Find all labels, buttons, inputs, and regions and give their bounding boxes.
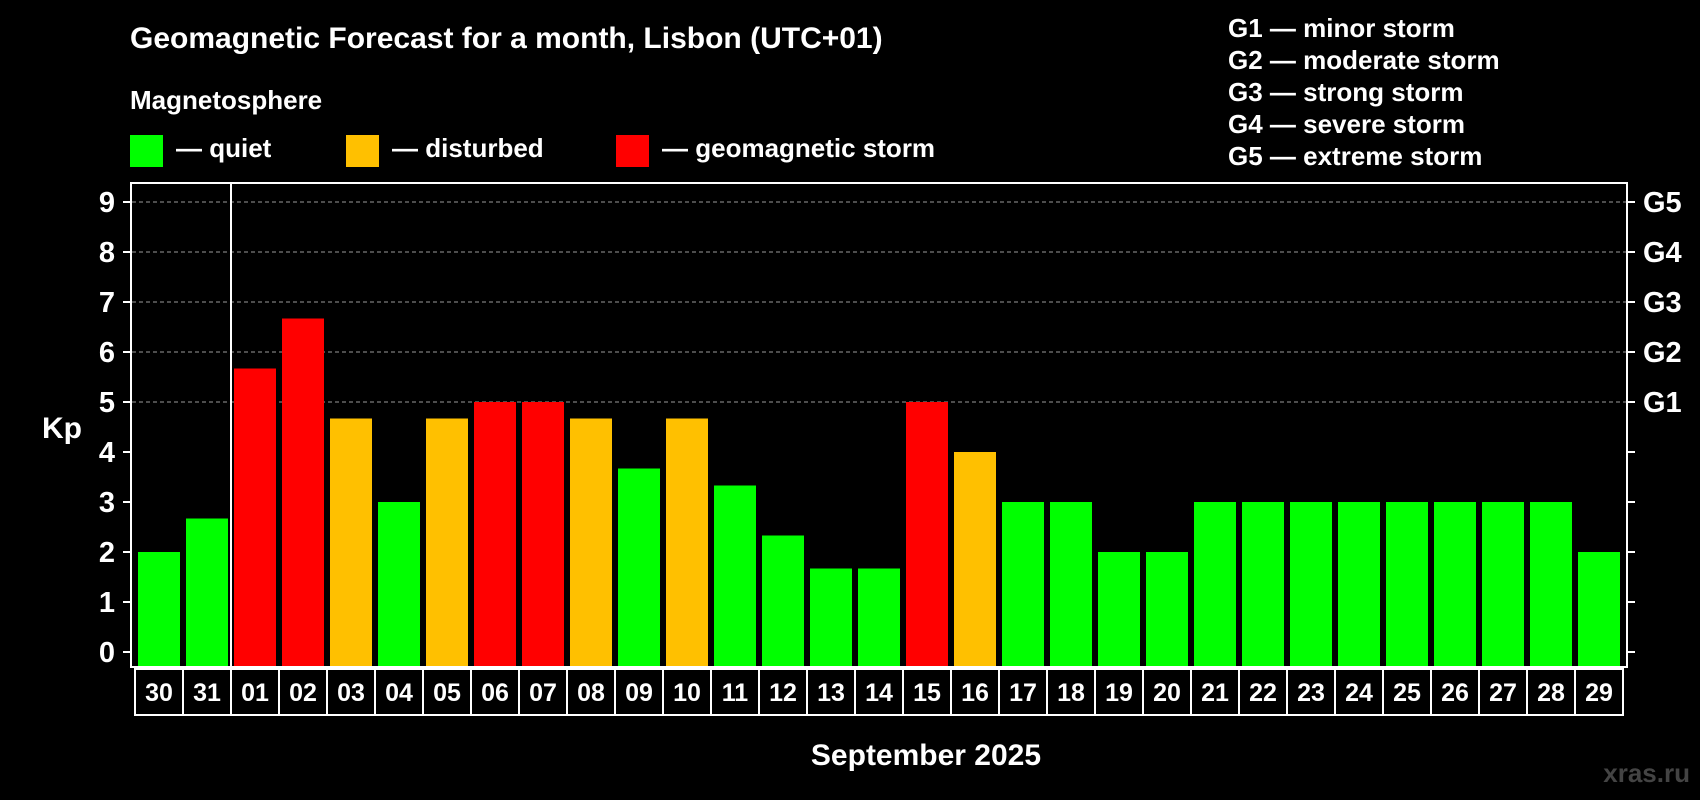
day-label-25: 25 xyxy=(1393,679,1421,707)
bar-28 xyxy=(1530,502,1572,667)
bar-02 xyxy=(282,318,324,667)
legend-disturbed-swatch xyxy=(346,135,379,167)
day-label-26: 26 xyxy=(1441,679,1469,707)
bar-25 xyxy=(1386,502,1428,667)
day-label-20: 20 xyxy=(1153,679,1181,707)
bar-12 xyxy=(762,535,804,667)
bar-06 xyxy=(474,402,516,667)
legend-quiet-swatch xyxy=(130,135,163,167)
bar-26 xyxy=(1434,502,1476,667)
g-level-label: G2 xyxy=(1643,337,1682,369)
bar-11 xyxy=(714,485,756,667)
y-tick-label: 1 xyxy=(99,587,115,619)
g-level-label: G3 xyxy=(1643,287,1682,319)
day-label-23: 23 xyxy=(1297,679,1325,707)
day-label-28: 28 xyxy=(1537,679,1565,707)
storm-scale-g4: G4 — severe storm xyxy=(1228,109,1465,139)
day-label-02: 02 xyxy=(289,679,317,707)
g-level-label: G4 xyxy=(1643,237,1682,269)
g-level-label: G1 xyxy=(1643,387,1682,419)
day-label-04: 04 xyxy=(385,679,413,707)
day-label-24: 24 xyxy=(1345,679,1373,707)
y-axis-label: Kp xyxy=(42,412,82,445)
storm-scale-g3: G3 — strong storm xyxy=(1228,77,1463,107)
day-label-07: 07 xyxy=(529,679,557,707)
bar-30 xyxy=(138,552,180,667)
bar-05 xyxy=(426,418,468,667)
bar-03 xyxy=(330,418,372,667)
day-label-03: 03 xyxy=(337,679,365,707)
day-label-31: 31 xyxy=(193,679,221,707)
day-label-21: 21 xyxy=(1201,679,1229,707)
bar-27 xyxy=(1482,502,1524,667)
storm-scale-g2: G2 — moderate storm xyxy=(1228,45,1500,75)
day-label-05: 05 xyxy=(433,679,461,707)
day-label-01: 01 xyxy=(241,679,269,707)
day-label-10: 10 xyxy=(673,679,701,707)
day-label-16: 16 xyxy=(961,679,989,707)
day-label-08: 08 xyxy=(577,679,605,707)
watermark: xras.ru xyxy=(1603,758,1690,788)
day-label-11: 11 xyxy=(722,679,749,707)
storm-scale-g5: G5 — extreme storm xyxy=(1228,141,1482,171)
g-level-label: G5 xyxy=(1643,187,1682,219)
storm-scale-legend: G1 — minor storm G2 — moderate storm G3 … xyxy=(1228,13,1500,171)
day-label-13: 13 xyxy=(817,679,845,707)
day-label-30: 30 xyxy=(145,679,173,707)
y-tick-label: 0 xyxy=(99,637,115,669)
bar-04 xyxy=(378,502,420,667)
day-label-19: 19 xyxy=(1105,679,1133,707)
day-label-row xyxy=(134,668,1624,716)
bar-16 xyxy=(954,452,996,667)
day-label-14: 14 xyxy=(865,679,893,707)
day-label-18: 18 xyxy=(1057,679,1085,707)
day-label-12: 12 xyxy=(769,679,797,707)
bar-15 xyxy=(906,402,948,667)
day-label-27: 27 xyxy=(1489,679,1517,707)
bar-31 xyxy=(186,518,228,667)
bar-21 xyxy=(1194,502,1236,667)
bar-13 xyxy=(810,568,852,667)
y-tick-label: 7 xyxy=(99,287,115,319)
legend-storm-label: — geomagnetic storm xyxy=(662,133,935,163)
plot-frame xyxy=(130,182,1628,668)
day-label-09: 09 xyxy=(625,679,653,707)
day-label-06: 06 xyxy=(481,679,509,707)
bar-23 xyxy=(1290,502,1332,667)
bar-22 xyxy=(1242,502,1284,667)
day-label-22: 22 xyxy=(1249,679,1277,707)
y-tick-label: 8 xyxy=(99,237,115,269)
y-tick-label: 6 xyxy=(99,337,115,369)
bar-01 xyxy=(234,368,276,667)
bar-09 xyxy=(618,468,660,667)
bar-14 xyxy=(858,568,900,667)
storm-scale-g1: G1 — minor storm xyxy=(1228,13,1455,43)
bar-29 xyxy=(1578,552,1620,667)
y-tick-label: 3 xyxy=(99,487,115,519)
legend-quiet-label: — quiet xyxy=(176,133,272,163)
chart-title: Geomagnetic Forecast for a month, Lisbon… xyxy=(130,22,883,55)
day-label-15: 15 xyxy=(913,679,941,707)
y-tick-label: 4 xyxy=(99,437,115,469)
day-label-17: 17 xyxy=(1009,679,1037,707)
y-tick-label: 5 xyxy=(99,387,115,419)
bar-07 xyxy=(522,402,564,667)
bar-10 xyxy=(666,418,708,667)
y-tick-label: 2 xyxy=(99,537,115,569)
chart-subtitle: Magnetosphere xyxy=(130,85,322,115)
bar-20 xyxy=(1146,552,1188,667)
legend-disturbed-label: — disturbed xyxy=(392,133,544,163)
x-axis-label: September 2025 xyxy=(811,739,1041,772)
bar-08 xyxy=(570,418,612,667)
day-label-29: 29 xyxy=(1585,679,1613,707)
bar-17 xyxy=(1002,502,1044,667)
bar-24 xyxy=(1338,502,1380,667)
legend-storm-swatch xyxy=(616,135,649,167)
y-tick-label: 9 xyxy=(99,187,115,219)
bar-18 xyxy=(1050,502,1092,667)
bar-19 xyxy=(1098,552,1140,667)
